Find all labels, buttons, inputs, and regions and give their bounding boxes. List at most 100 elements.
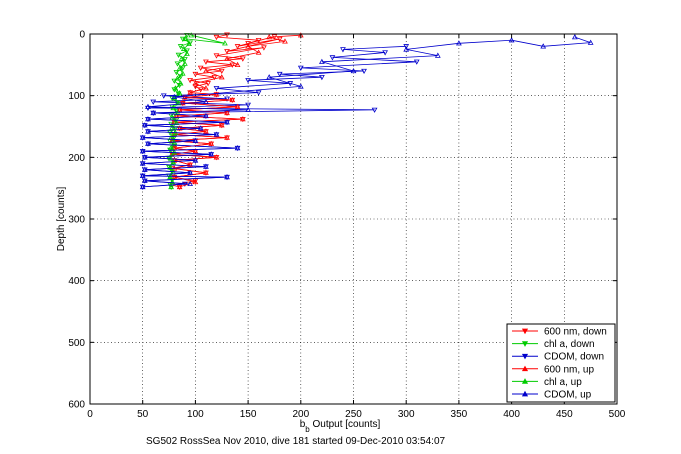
data-point — [571, 34, 578, 40]
legend-entry: chl a, down — [512, 339, 595, 350]
data-point — [184, 33, 190, 39]
data-point — [171, 143, 178, 149]
data-point — [179, 65, 186, 71]
y-axis-label: Depth [counts] — [56, 187, 67, 252]
x-tick-label: 300 — [398, 409, 415, 420]
legend-marker — [521, 341, 529, 347]
series-line — [142, 36, 591, 188]
data-point — [203, 128, 209, 134]
data-point — [239, 116, 246, 122]
data-point — [213, 131, 220, 137]
data-point — [192, 84, 199, 90]
data-point — [371, 107, 378, 113]
data-point — [456, 40, 462, 46]
legend-label: chl a, up — [544, 377, 582, 388]
series-5 — [139, 34, 594, 190]
legend-marker — [521, 328, 529, 335]
data-point — [150, 109, 157, 116]
data-point — [229, 96, 236, 103]
data-point — [218, 68, 225, 75]
data-point — [192, 178, 199, 185]
data-point — [224, 174, 230, 180]
x-tick-label: 250 — [345, 409, 362, 420]
data-point — [145, 116, 151, 122]
data-point — [187, 89, 194, 95]
data-point — [177, 44, 184, 50]
data-point — [276, 36, 283, 42]
data-point — [150, 99, 157, 105]
data-point — [587, 39, 594, 45]
data-point — [245, 41, 251, 47]
data-point — [229, 62, 236, 68]
legend-entry: CDOM, up — [512, 390, 592, 401]
data-point — [139, 172, 146, 178]
data-point — [319, 75, 325, 81]
data-point — [171, 134, 178, 141]
data-point — [245, 102, 251, 108]
data-point — [167, 130, 173, 136]
data-point — [208, 151, 215, 157]
data-point — [171, 149, 178, 155]
data-point — [234, 103, 241, 109]
data-point — [266, 34, 273, 40]
data-point — [197, 65, 204, 71]
data-point — [187, 180, 194, 187]
data-point — [173, 119, 180, 125]
data-point — [508, 37, 515, 43]
data-point — [413, 59, 420, 65]
data-point — [168, 144, 175, 150]
legend-entry: 600 nm, up — [512, 364, 594, 375]
data-point — [218, 74, 225, 80]
x-tick-label: 200 — [292, 409, 309, 420]
data-point — [224, 49, 230, 55]
legend-label: 600 nm, up — [544, 364, 594, 375]
x-tick-label: 150 — [240, 409, 257, 420]
data-point — [282, 38, 288, 44]
data-point — [222, 40, 228, 46]
data-point — [178, 55, 185, 61]
data-point — [434, 52, 441, 58]
data-point — [192, 157, 199, 163]
axis-ticks: 0 50 100 150 200 250 300 350 400 450 500 0 100 200 300… — [68, 30, 625, 421]
data-point — [203, 163, 209, 169]
data-point — [176, 90, 183, 96]
data-point — [174, 61, 181, 67]
data-point — [141, 154, 148, 160]
series-4 — [167, 32, 228, 190]
data-point — [171, 174, 178, 180]
x-tick-label: 350 — [451, 409, 468, 420]
data-point — [540, 43, 547, 49]
data-point — [340, 47, 346, 53]
legend-entry: chl a, up — [512, 377, 582, 388]
data-point — [171, 78, 178, 84]
legend-marker — [521, 390, 529, 397]
data-point — [208, 140, 215, 146]
data-point — [350, 67, 357, 74]
data-point — [276, 71, 283, 78]
y-tick-label: 200 — [68, 153, 85, 164]
data-point — [169, 124, 176, 130]
legend-label: CDOM, down — [544, 352, 604, 363]
legend-label: CDOM, up — [544, 390, 592, 401]
data-point — [139, 148, 146, 154]
y-tick-label: 400 — [68, 276, 85, 287]
data-point — [224, 32, 230, 38]
data-point — [245, 106, 251, 113]
data-point — [176, 106, 183, 113]
data-point — [203, 59, 209, 65]
data-point — [224, 134, 230, 140]
data-point — [141, 177, 148, 183]
data-point — [297, 83, 304, 89]
data-point — [174, 75, 181, 81]
x-tick-label: 0 — [87, 409, 93, 420]
x-tick-label: 50 — [137, 409, 149, 420]
data-point — [176, 65, 183, 71]
data-point — [192, 71, 199, 78]
data-point — [213, 154, 220, 160]
data-point — [139, 183, 146, 190]
data-point — [188, 32, 195, 38]
data-point — [255, 38, 262, 44]
data-point — [213, 86, 220, 92]
y-tick-label: 500 — [68, 338, 85, 349]
